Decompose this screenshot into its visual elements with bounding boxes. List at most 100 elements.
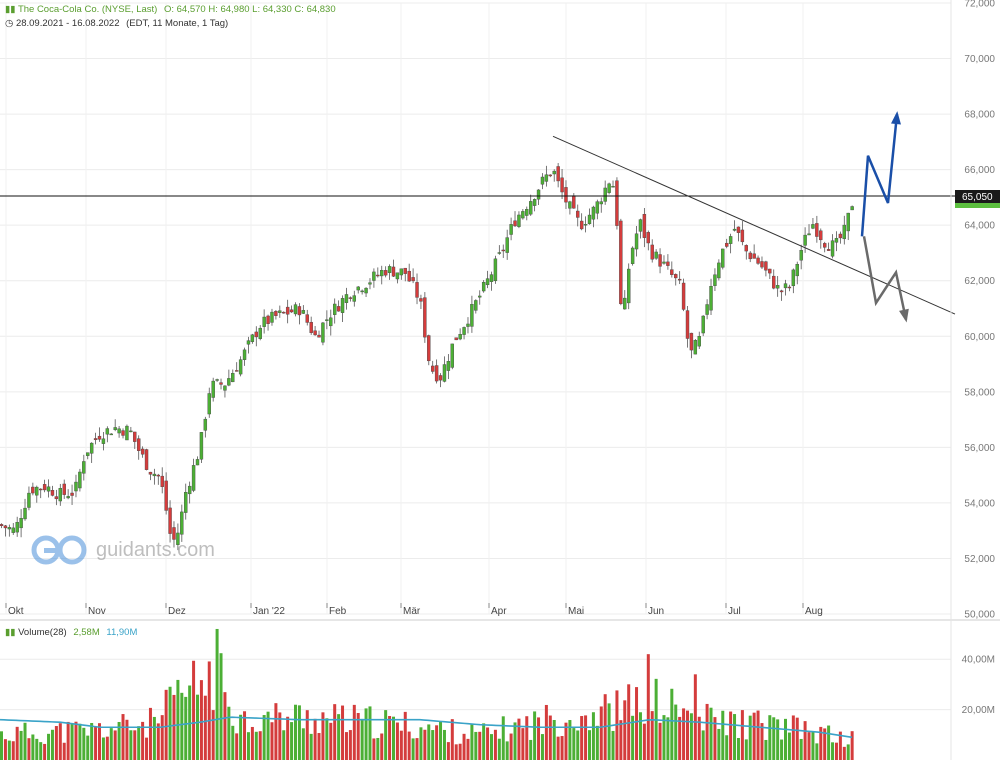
price-tick-label: 72,000 (964, 0, 995, 10)
candle-up (19, 518, 23, 529)
watermark-text: guidants.com (96, 538, 215, 561)
candle-down (172, 527, 176, 540)
candle-down (779, 290, 784, 293)
volume-bar (591, 712, 595, 760)
candle-up (611, 186, 615, 188)
candle-down (787, 286, 792, 289)
volume-bar (50, 729, 54, 760)
volume-bar (58, 723, 62, 760)
volume-bar (529, 739, 533, 760)
volume-bar (454, 744, 458, 760)
candle-up (11, 527, 15, 533)
volume-bar (474, 731, 478, 760)
candle-up (529, 201, 533, 215)
candle-down (62, 483, 66, 495)
candle-up (783, 283, 788, 289)
volume-bar (337, 714, 341, 760)
candle-up (721, 248, 725, 268)
candle-down (50, 490, 55, 496)
volume-bar (478, 731, 482, 760)
volume-bar (47, 733, 51, 760)
current-price-box (955, 190, 1000, 203)
price-tick-label: 58,000 (964, 387, 995, 398)
volume-bar (54, 726, 58, 760)
volume-bar (458, 743, 462, 760)
volume-bar (768, 715, 772, 760)
candle-down (434, 365, 439, 382)
volume-bar (7, 740, 11, 760)
volume-bar (297, 705, 301, 760)
volume-bar (521, 728, 525, 760)
candle-up (278, 310, 282, 313)
candle-up (238, 359, 243, 375)
candle-down (431, 365, 435, 372)
volume-bar (584, 715, 588, 760)
candle-up (595, 201, 600, 214)
volume-bar (329, 722, 333, 760)
candle-down (285, 306, 290, 315)
candle-down (438, 375, 443, 381)
time-tick-label: Mär (403, 606, 421, 617)
volume-bar (211, 710, 215, 760)
volume-bar (137, 726, 141, 760)
candle-down (297, 306, 302, 316)
volume-bar (86, 735, 90, 760)
volume-bar (35, 738, 39, 760)
volume-bar (129, 730, 133, 760)
candle-up (532, 199, 537, 206)
volume-bar (101, 737, 105, 760)
candle-down (615, 180, 619, 226)
candle-down (140, 448, 145, 455)
volume-bar (121, 714, 125, 760)
volume-bar (446, 742, 450, 760)
volume-bar (250, 726, 254, 760)
volume-bar (736, 737, 740, 760)
candle-up (799, 250, 803, 261)
candle-up (634, 233, 639, 250)
candle-down (419, 298, 423, 302)
volume-bar (11, 741, 15, 760)
watermark: guidants.com (30, 534, 215, 566)
volume-bar (686, 710, 689, 760)
time-tick-label: Jun (648, 606, 664, 617)
volume-bar (160, 715, 164, 760)
candle-up (15, 522, 19, 533)
clock-icon: ◷ (5, 18, 14, 29)
bullish-arrow (860, 113, 899, 237)
volume-bar (501, 716, 505, 760)
volume-value-2: 11,90M (106, 627, 138, 638)
time-axis: Okt Nov Dez Jan '22 Feb Mär Apr Mai Jun Jul Aug (5, 603, 823, 617)
volume-bar (787, 732, 791, 760)
volume-bar (709, 707, 713, 760)
candle-up (387, 266, 392, 273)
volume-bar (156, 723, 160, 760)
volume-bar (431, 730, 435, 760)
volume-bar (286, 716, 290, 760)
volume-bar (203, 695, 207, 760)
candle-up (321, 322, 325, 343)
candle-down (674, 274, 678, 279)
candle-up (242, 349, 247, 360)
candle-up (705, 304, 709, 315)
candle-down (752, 253, 756, 259)
volume-bar (176, 679, 180, 760)
volume-bar (827, 725, 831, 760)
candle-up (697, 336, 701, 347)
candle-up (525, 209, 529, 216)
volume-bar (419, 727, 423, 760)
volume-bar (795, 717, 799, 760)
candle-down (572, 195, 576, 209)
candle-down (560, 177, 564, 193)
volume-tick-label: 40,00M (962, 655, 995, 666)
candle-down (576, 210, 580, 218)
candle-up (399, 268, 404, 276)
candle-down (348, 297, 353, 299)
candle-down (681, 282, 686, 310)
time-tick-label: Dez (168, 606, 186, 617)
candle-up (446, 361, 451, 371)
candle-down (744, 245, 748, 252)
volume-bar (399, 730, 403, 760)
candle-up (66, 496, 70, 499)
volume-bar (744, 739, 748, 760)
candle-up (732, 228, 737, 231)
